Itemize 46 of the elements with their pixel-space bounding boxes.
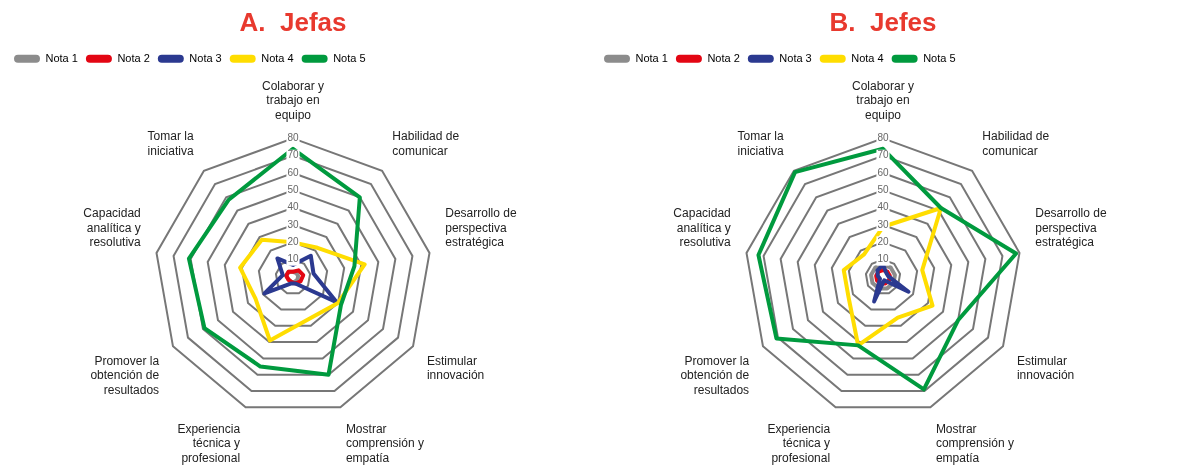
spoke-label: Tomar la iniciativa <box>147 129 194 158</box>
spoke-label: Colaborar y trabajo en equipo <box>261 78 325 122</box>
chart-title: A. Jefas <box>239 6 347 37</box>
legend-label: Nota 5 <box>333 51 366 64</box>
spoke-label: Tomar la iniciativa <box>737 129 784 158</box>
spoke-label: Experiencia técnica y profesional <box>177 421 241 465</box>
y-tick-label: 50 <box>877 184 889 196</box>
y-tick-label: 20 <box>287 236 299 248</box>
y-tick-label: 30 <box>287 218 299 230</box>
spoke-label: Habilidad de comunicar <box>982 129 1050 158</box>
spoke-label: Capacidad analítica y resolutiva <box>673 206 732 250</box>
y-tick-label: 10 <box>877 253 889 265</box>
legend-label: Nota 1 <box>635 51 668 64</box>
y-tick-label: 40 <box>287 201 299 213</box>
legend-label: Nota 1 <box>45 51 78 64</box>
legend-label: Nota 3 <box>779 51 812 64</box>
spoke-label: Mostrar comprensión y empatía <box>935 421 1014 465</box>
y-tick-label: 80 <box>877 132 889 144</box>
spoke-label: Promover la obtención de resultados <box>680 353 750 397</box>
legend-label: Nota 4 <box>261 51 294 64</box>
spoke-label: Desarrollo de perspectiva estratégica <box>445 206 517 250</box>
y-tick-label: 50 <box>287 184 299 196</box>
y-tick-label: 40 <box>877 201 889 213</box>
spoke-label: Estimular innovación <box>426 353 485 383</box>
spoke-label: Habilidad de comunicar <box>392 129 460 158</box>
legend-label: Nota 4 <box>851 51 884 64</box>
spoke-label: Promover la obtención de resultados <box>90 353 160 397</box>
y-tick-label: 60 <box>877 166 889 178</box>
y-tick-label: 70 <box>877 149 889 161</box>
y-tick-label: 80 <box>287 132 299 144</box>
y-tick-label: 70 <box>287 149 299 161</box>
spoke-label: Colaborar y trabajo en equipo <box>851 78 915 122</box>
legend-label: Nota 2 <box>117 51 150 64</box>
legend-label: Nota 2 <box>707 51 740 64</box>
y-tick-label: 10 <box>287 253 299 265</box>
y-tick-label: 30 <box>877 218 889 230</box>
y-tick-label: 20 <box>877 236 889 248</box>
spoke-label: Capacidad analítica y resolutiva <box>83 206 142 250</box>
y-tick-label: 60 <box>287 166 299 178</box>
spoke-label: Experiencia técnica y profesional <box>767 421 831 465</box>
spoke-label: Desarrollo de perspectiva estratégica <box>1035 206 1107 250</box>
spoke-label: Estimular innovación <box>1016 353 1075 383</box>
spoke-label: Mostrar comprensión y empatía <box>345 421 424 465</box>
chart-title: B. Jefes <box>829 6 937 37</box>
legend-label: Nota 5 <box>923 51 956 64</box>
legend-label: Nota 3 <box>189 51 222 64</box>
